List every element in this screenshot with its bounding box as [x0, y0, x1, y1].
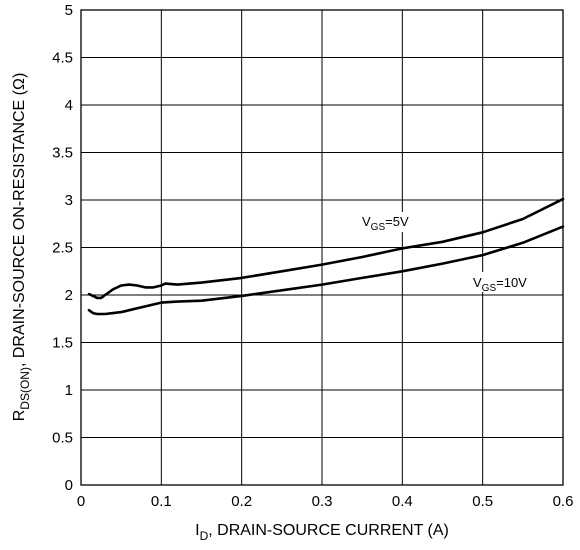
y-tick-label-7: 3.5 [52, 145, 73, 162]
y-tick-label-3: 1.5 [52, 335, 73, 352]
y-tick-label-8: 4 [65, 97, 73, 114]
plot-frame [80, 9, 564, 486]
y-tick-label-4: 2 [65, 287, 73, 304]
x-axis-title: ID, DRAIN-SOURCE CURRENT (A) [195, 522, 449, 543]
y-tick-label-9: 4.5 [52, 50, 73, 67]
y-axis-title: RDS(ON), DRAIN-SOURCE ON-RESISTANCE (Ω) [11, 73, 32, 422]
series-label-vgs-10v: VGS=10V [473, 275, 527, 294]
series-label-vgs-5v-box: VGS=5V [358, 212, 409, 233]
x-tick-label-3: 0.3 [312, 493, 333, 510]
series-line-0 [87, 197, 565, 300]
x-tick-label-2: 0.2 [231, 493, 252, 510]
x-tick-label-5: 0.5 [472, 493, 493, 510]
y-tick-label-5: 2.5 [52, 240, 73, 257]
y-tick-label-6: 3 [65, 192, 73, 209]
y-tick-label-1: 0.5 [52, 430, 73, 447]
series-line-1 [87, 225, 565, 316]
x-tick-labels: 0 0.1 0.2 0.3 0.4 0.5 0.6 [77, 493, 574, 510]
series-label-vgs-10v-box: VGS=10V [467, 272, 547, 294]
series-lines [87, 197, 565, 316]
x-tick-label-6: 0.6 [553, 493, 574, 510]
y-tick-label-2: 1 [65, 382, 73, 399]
series-label-vgs-5v: VGS=5V [362, 214, 409, 233]
x-tick-label-4: 0.4 [392, 493, 413, 510]
y-tick-label-10: 5 [65, 2, 73, 19]
y-tick-labels: 0 0.5 1 1.5 2 2.5 3 3.5 4 4.5 5 [52, 2, 73, 494]
y-tick-label-0: 0 [65, 477, 73, 494]
grid [80, 9, 564, 486]
x-tick-label-1: 0.1 [151, 493, 172, 510]
x-tick-label-0: 0 [77, 493, 85, 510]
